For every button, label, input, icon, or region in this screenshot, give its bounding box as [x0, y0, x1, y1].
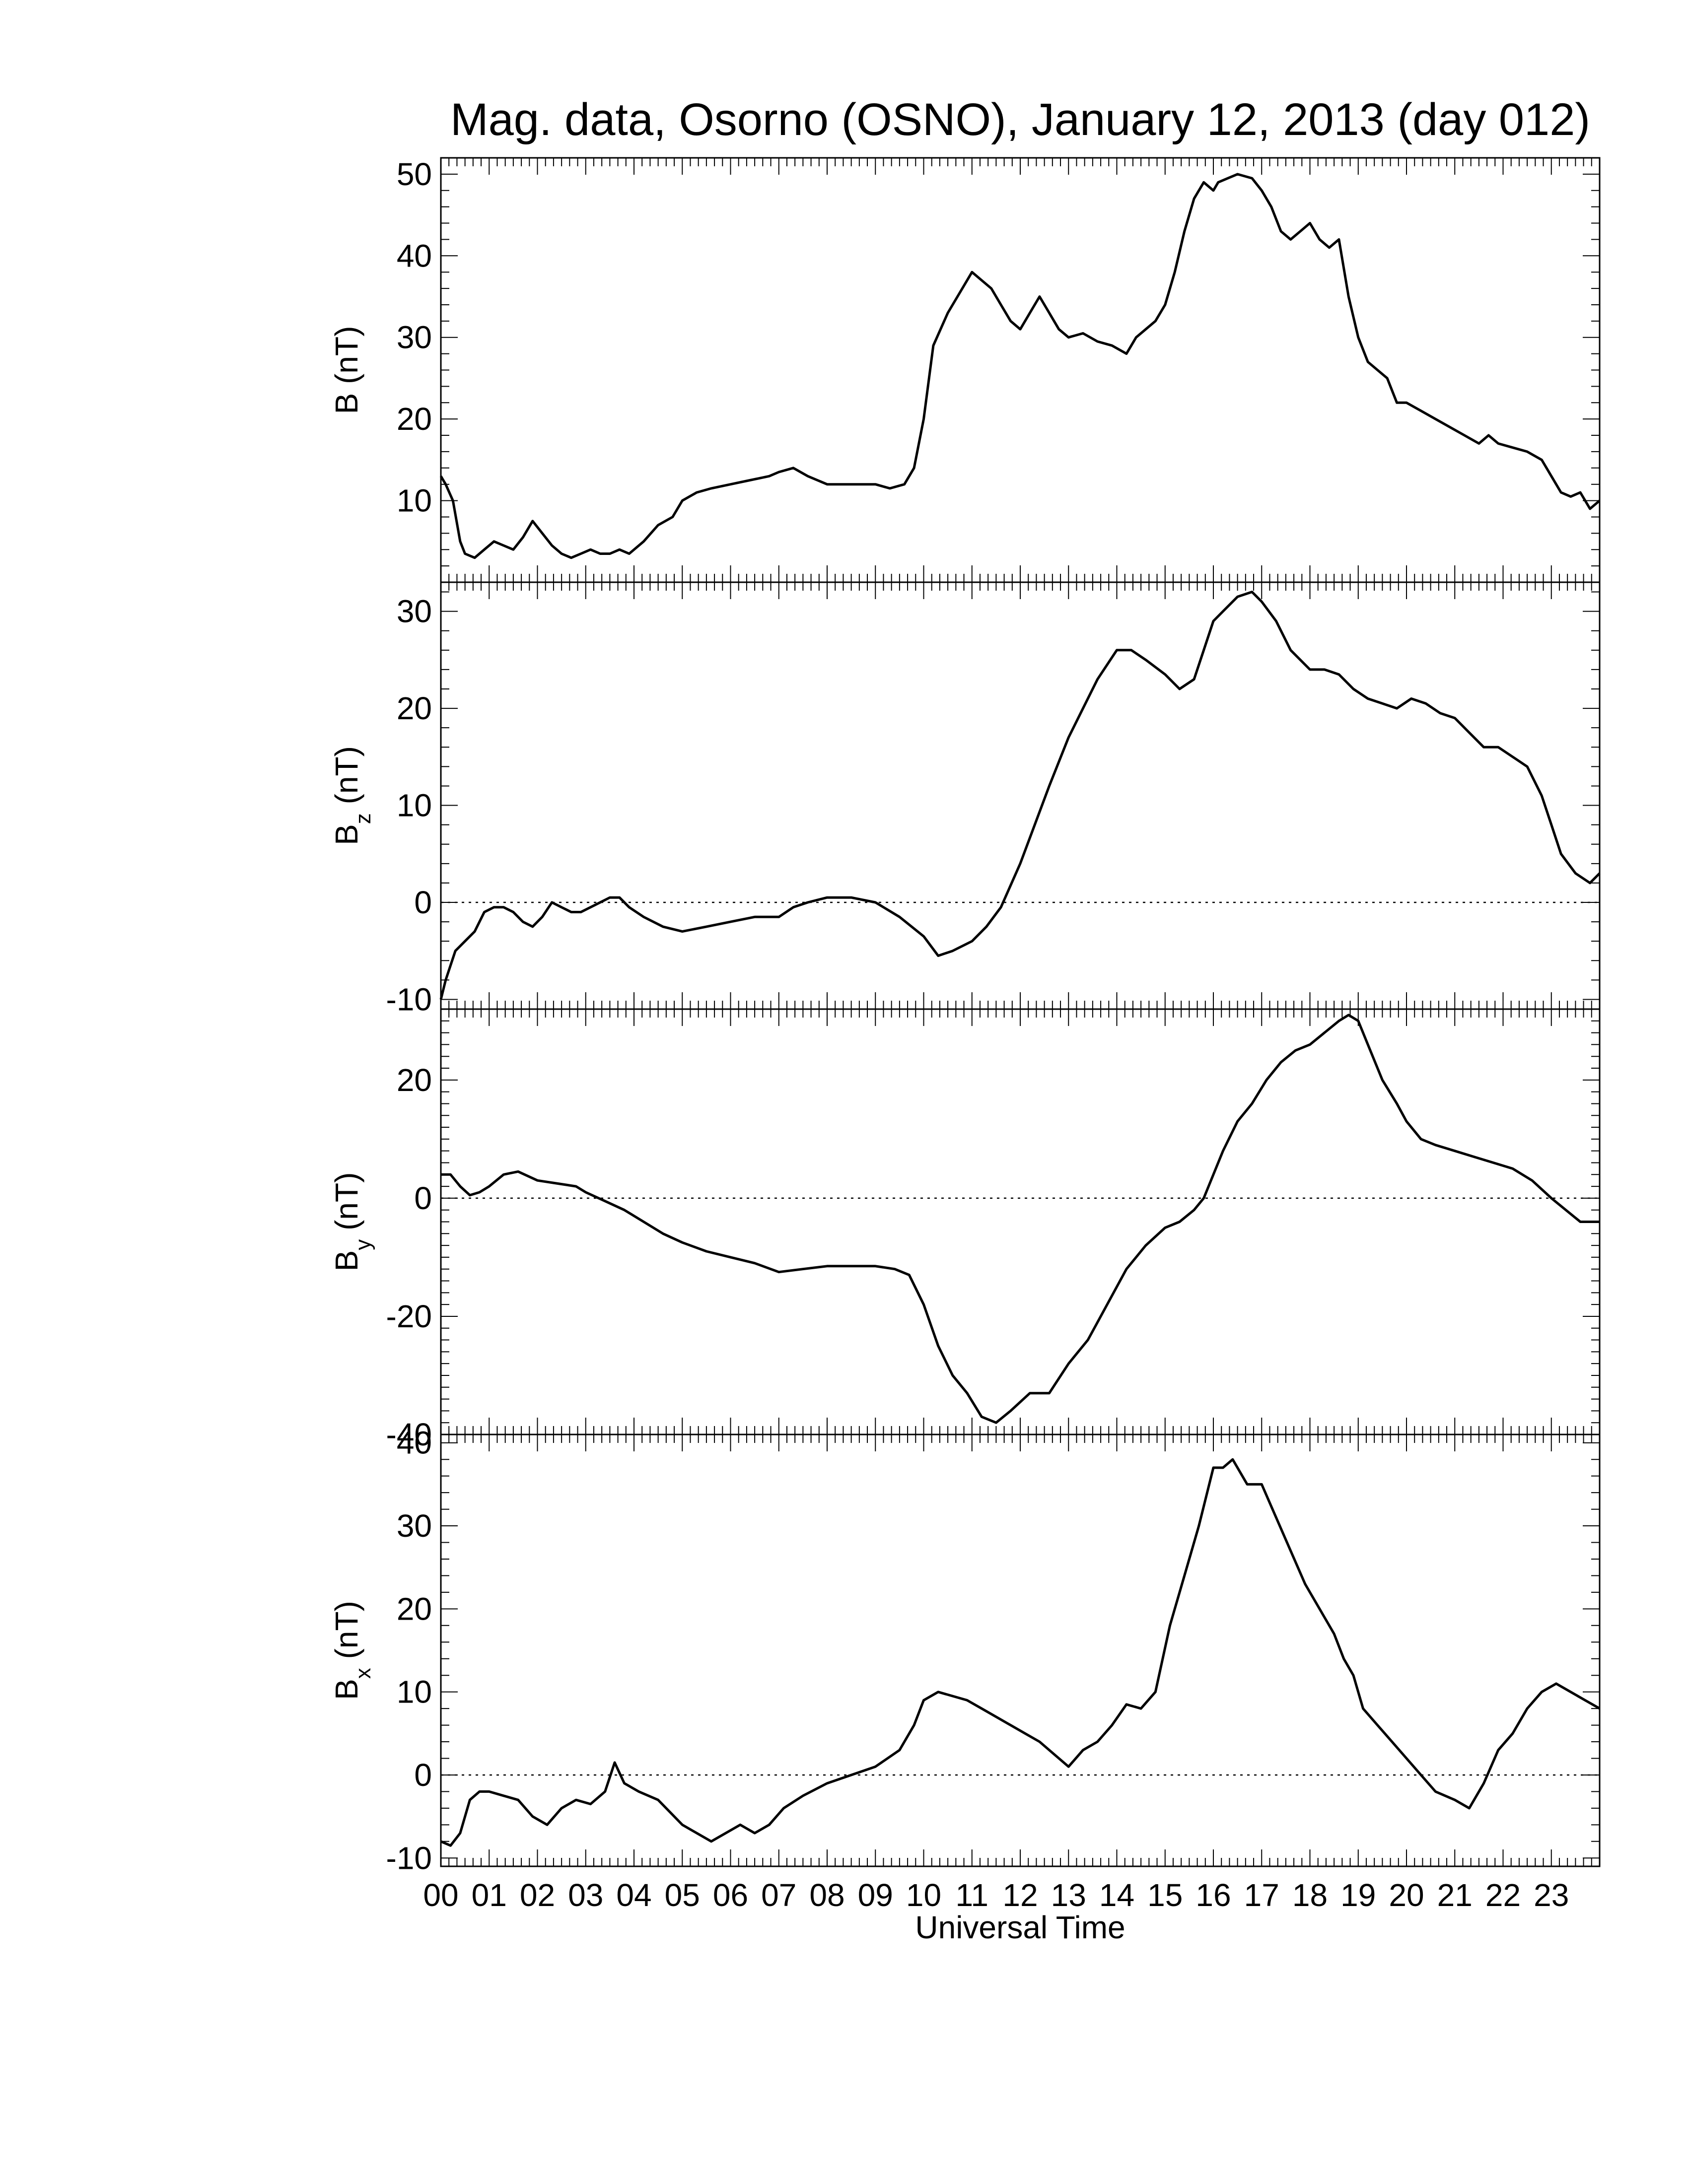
x-tick-label: 15 — [1147, 1877, 1183, 1913]
x-tick-label: 01 — [472, 1877, 507, 1913]
x-tick-label: 10 — [906, 1877, 941, 1913]
x-tick-label: 14 — [1099, 1877, 1134, 1913]
y-tick-label: -20 — [386, 1298, 432, 1334]
y-axis-label-subscript: y — [351, 1239, 375, 1250]
y-axis-label-subscript: x — [351, 1668, 375, 1679]
chart-title: Mag. data, Osorno (OSNO), January 12, 20… — [450, 94, 1590, 145]
x-tick-label: 08 — [809, 1877, 844, 1913]
x-tick-label: 04 — [616, 1877, 651, 1913]
y-tick-label: 10 — [397, 483, 432, 519]
y-tick-label: -10 — [386, 1840, 432, 1876]
y-axis-label: By (nT) — [329, 1172, 375, 1272]
y-tick-label: 0 — [414, 885, 432, 920]
y-tick-label: 40 — [397, 1425, 432, 1461]
x-tick-labels: 00 01 02 03 04 05 06 07 08 09 10 11 12 13 14 15 16 17 18 19… — [423, 1877, 1569, 1913]
x-tick-label: 00 — [423, 1877, 458, 1913]
y-axis-label-main: B — [329, 824, 364, 845]
y-tick-label: -10 — [386, 981, 432, 1017]
x-tick-label: 20 — [1389, 1877, 1424, 1913]
x-tick-label: 18 — [1292, 1877, 1328, 1913]
y-axis-label-subscript: z — [351, 813, 375, 824]
y-tick-label: 40 — [397, 238, 432, 273]
x-tick-label: 06 — [713, 1877, 748, 1913]
panel-3: -40 -20 0 20 By (nT) — [329, 1008, 1601, 1452]
y-tick-label: 30 — [397, 320, 432, 355]
panel-frame — [440, 1008, 1601, 1435]
x-tick-label: 07 — [761, 1877, 796, 1913]
y-axis-label-unit: (nT) — [329, 1601, 364, 1668]
y-tick-label: 20 — [397, 1062, 432, 1098]
y-tick-label: 0 — [414, 1757, 432, 1793]
panel-2: -10 0 10 20 30 Bz (nT) — [329, 581, 1601, 1017]
x-tick-label: 19 — [1340, 1877, 1376, 1913]
y-tick-label: 30 — [397, 594, 432, 629]
x-tick-label: 05 — [665, 1877, 700, 1913]
panel-1: 10 20 30 40 50 B (nT) — [329, 156, 1601, 583]
y-axis-label: B (nT) — [329, 326, 364, 414]
y-tick-label: 10 — [397, 788, 432, 823]
x-tick-label: 23 — [1534, 1877, 1569, 1913]
y-axis-label-main: B — [329, 1679, 364, 1700]
x-tick-label: 13 — [1051, 1877, 1086, 1913]
x-tick-label: 16 — [1196, 1877, 1231, 1913]
series-line — [440, 1458, 1601, 1847]
series-line — [439, 591, 1601, 1000]
y-axis-label-unit: (nT) — [329, 1172, 364, 1239]
series-line — [439, 173, 1601, 559]
x-tick-label: 09 — [858, 1877, 893, 1913]
y-tick-label: 0 — [414, 1180, 432, 1216]
chart-panels: 10 20 30 40 50 B (nT) -10 0 10 20 30 Bz (nT) -40 -20 0… — [329, 156, 1601, 1876]
x-tick-label: 02 — [520, 1877, 555, 1913]
x-tick-label: 03 — [568, 1877, 603, 1913]
y-tick-label: 20 — [397, 690, 432, 726]
y-tick-label: 30 — [397, 1508, 432, 1544]
x-tick-label: 22 — [1485, 1877, 1521, 1913]
x-tick-label: 17 — [1244, 1877, 1279, 1913]
y-axis-label: Bx (nT) — [329, 1601, 375, 1700]
y-axis-label-unit: (nT) — [329, 746, 364, 813]
panel-4: -10 0 10 20 30 40 Bx (nT) — [329, 1425, 1601, 1876]
y-axis-label-main: B — [329, 1250, 364, 1272]
series-line — [441, 1014, 1600, 1424]
y-tick-label: -40 — [386, 1417, 432, 1452]
panel-frame — [440, 157, 1601, 583]
x-tick-label: 12 — [1002, 1877, 1038, 1913]
y-tick-label: 20 — [397, 401, 432, 437]
panel-frame — [440, 1433, 1601, 1867]
y-tick-label: 20 — [397, 1591, 432, 1627]
x-tick-label: 21 — [1437, 1877, 1473, 1913]
y-axis-label: Bz (nT) — [329, 746, 375, 845]
y-tick-label: 10 — [397, 1674, 432, 1710]
y-tick-label: 50 — [397, 156, 432, 192]
x-tick-label: 11 — [956, 1877, 988, 1913]
x-axis-label: Universal Time — [915, 1910, 1125, 1945]
panel-frame — [440, 581, 1601, 1010]
